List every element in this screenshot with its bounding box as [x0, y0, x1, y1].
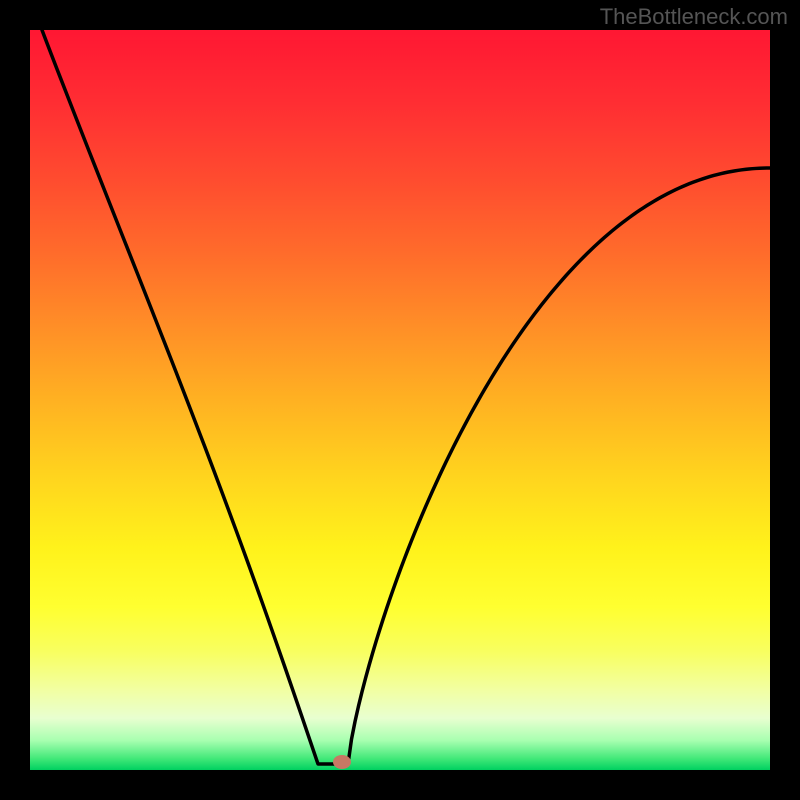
chart-container: TheBottleneck.com — [0, 0, 800, 800]
bottleneck-chart — [0, 0, 800, 800]
chart-plot-background — [30, 30, 770, 770]
watermark-text: TheBottleneck.com — [600, 4, 788, 30]
optimal-point-marker — [333, 755, 351, 769]
